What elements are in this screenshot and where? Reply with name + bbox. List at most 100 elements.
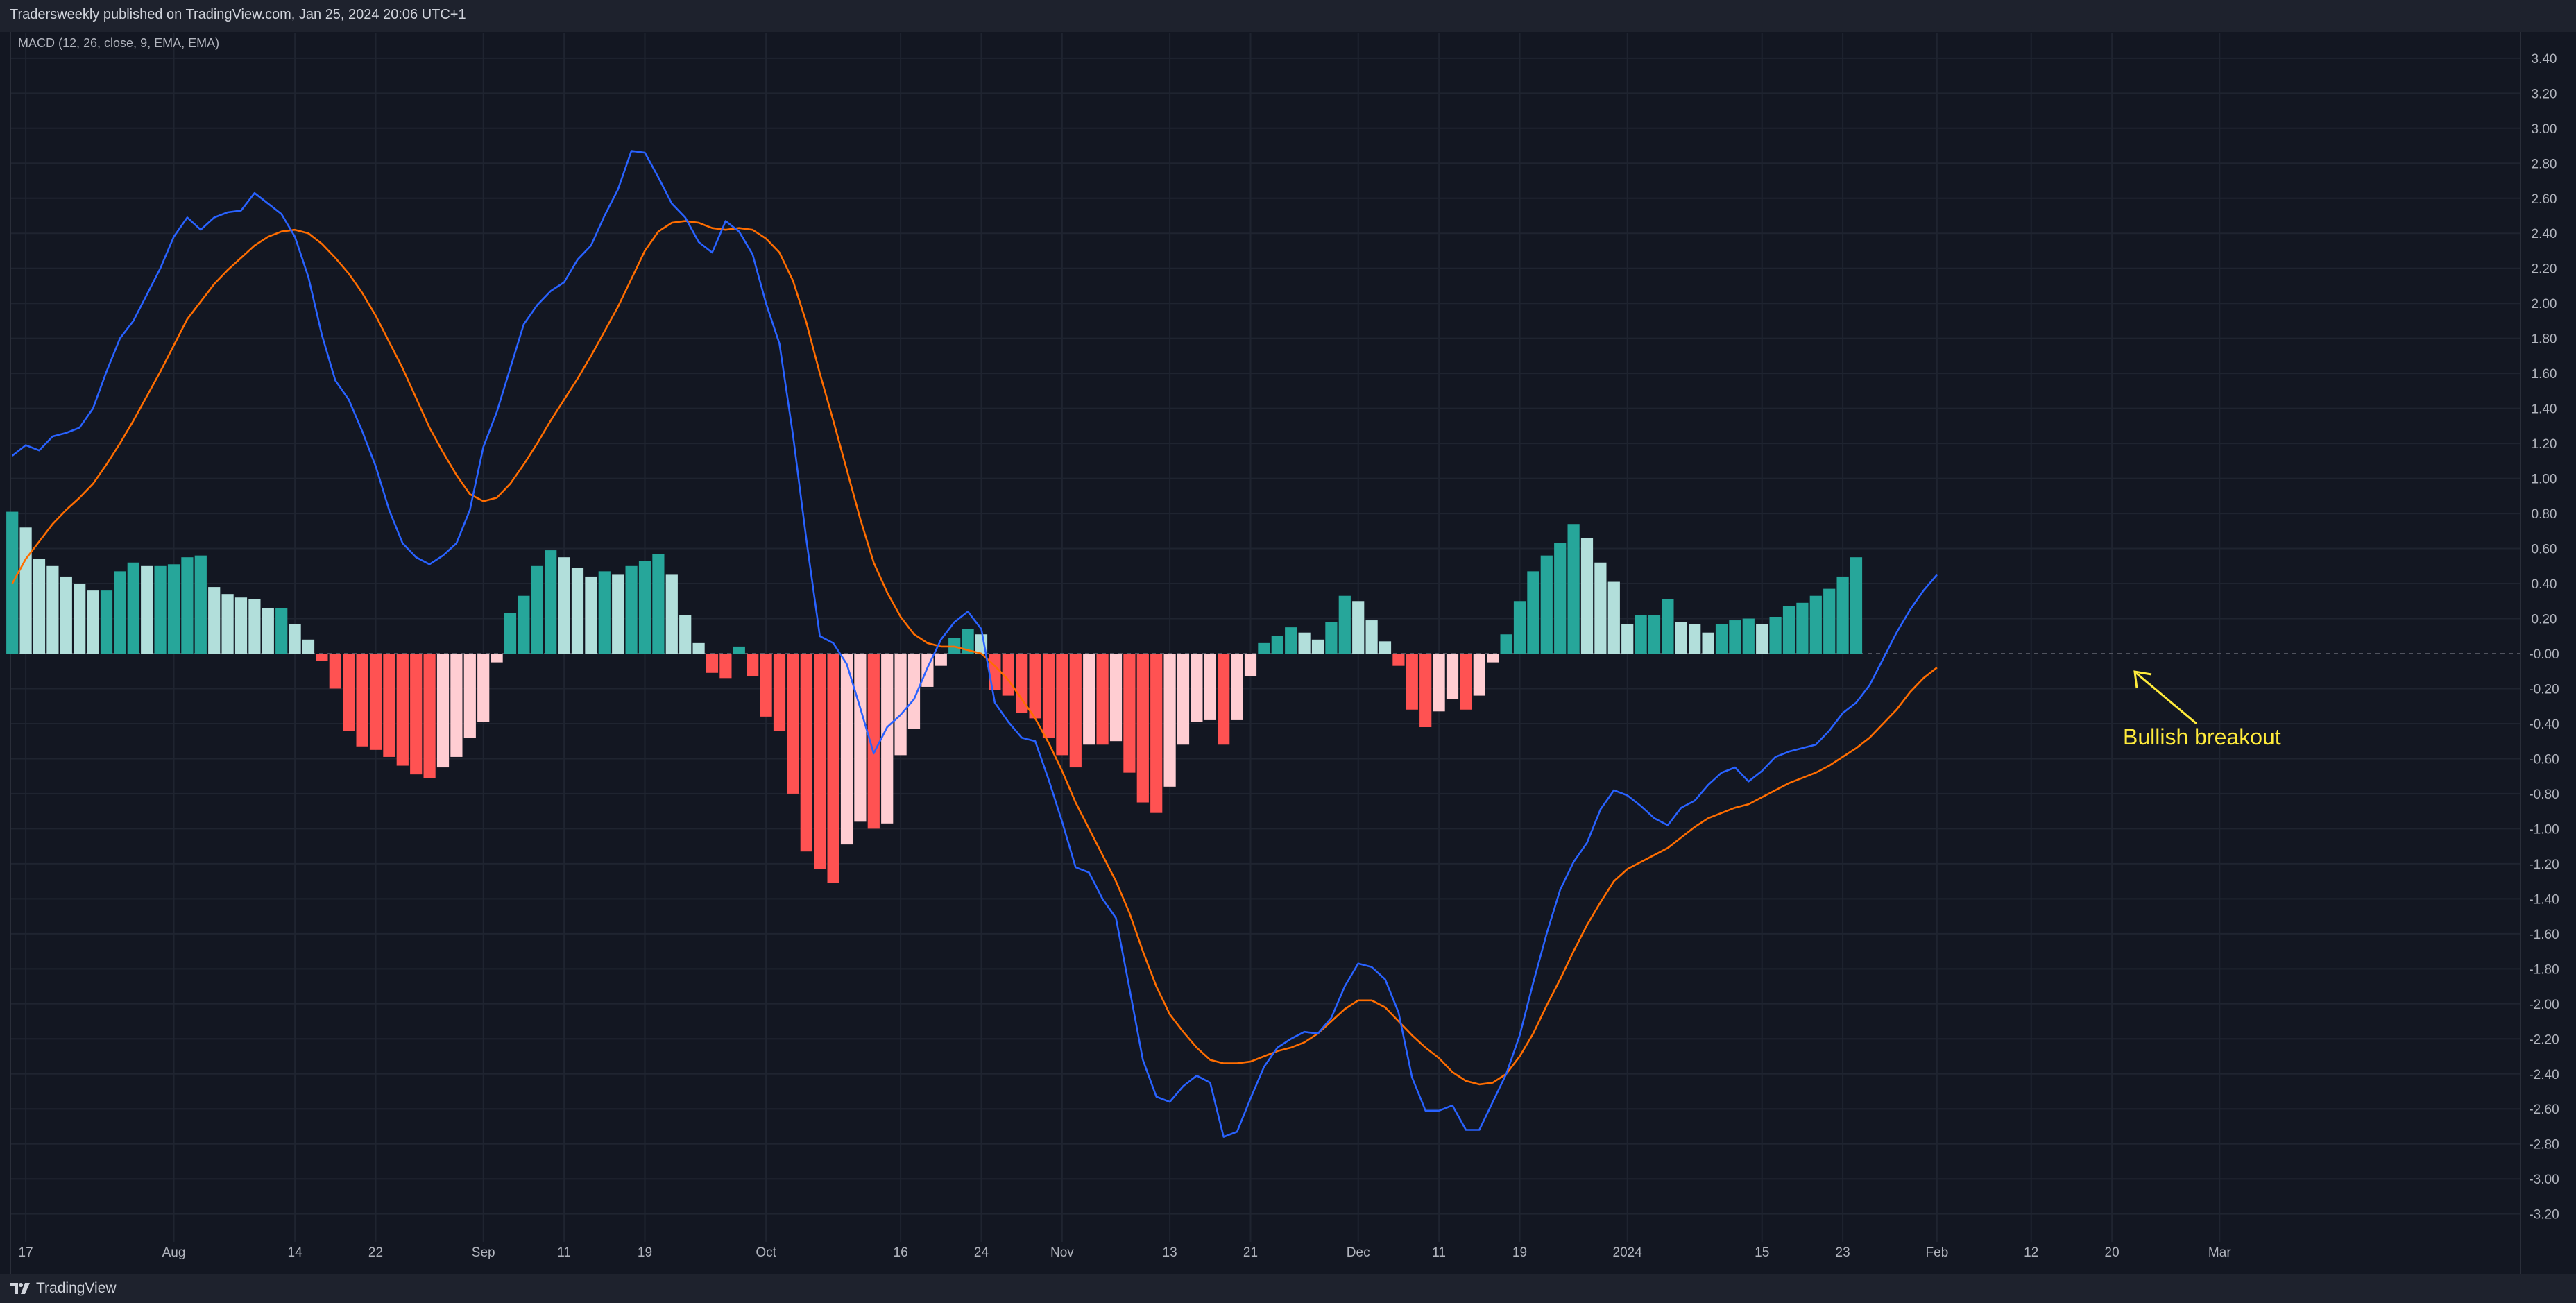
x-tick-label: 14: [288, 1245, 303, 1260]
histogram-bar: [787, 654, 799, 794]
histogram-bar: [1702, 632, 1714, 654]
histogram-bar: [1191, 654, 1203, 722]
histogram-bar: [1056, 654, 1068, 756]
indicator-legend[interactable]: MACD (12, 26, close, 9, EMA, EMA): [18, 36, 220, 50]
histogram-bar: [477, 654, 490, 722]
histogram-bar: [221, 594, 234, 654]
macd-line: [11, 150, 1938, 1138]
histogram-bar: [1392, 654, 1405, 666]
y-tick-label: -0.40: [2529, 717, 2559, 732]
histogram-bar: [1271, 636, 1283, 654]
histogram-bar: [127, 562, 139, 654]
histogram-bar: [1689, 624, 1701, 654]
histogram-bar: [1042, 654, 1055, 738]
histogram-bar: [248, 599, 261, 654]
x-tick-label: Mar: [2208, 1245, 2231, 1260]
histogram-bar: [1258, 642, 1270, 654]
footer-bar: [0, 1274, 2576, 1303]
histogram-bar: [356, 654, 368, 747]
x-tick-label: 2024: [1613, 1245, 1643, 1260]
histogram-bar: [1850, 557, 1863, 654]
x-tick-label: Aug: [162, 1245, 186, 1260]
histogram-bar: [1163, 654, 1176, 787]
histogram-bar: [1729, 620, 1741, 654]
y-tick-label: -1.80: [2529, 962, 2559, 977]
histogram-bar: [612, 574, 624, 654]
y-tick-label: 0.40: [2532, 577, 2557, 592]
y-tick-label: -3.20: [2529, 1208, 2559, 1223]
histogram-bar: [343, 654, 355, 731]
histogram-bar: [558, 557, 570, 654]
histogram-bar: [1809, 595, 1822, 654]
histogram-bar: [962, 629, 974, 654]
histogram-bar: [935, 654, 947, 666]
histogram-bar: [1594, 562, 1607, 654]
y-tick-label: -2.20: [2529, 1032, 2559, 1047]
time-axis[interactable]: 17 Aug 14 22 Sep 11 19 Oct 16 24 Nov 13 21 Dec 11 19 202…: [19, 1245, 2232, 1260]
y-tick-label: -0.20: [2529, 682, 2559, 697]
histogram-bar: [19, 527, 32, 654]
histogram-bar: [1109, 654, 1123, 742]
y-tick-label: -0.00: [2529, 647, 2559, 662]
x-tick-label: 15: [1755, 1245, 1769, 1260]
tradingview-logo[interactable]: TradingView: [10, 1277, 117, 1300]
histogram-bar: [410, 654, 423, 775]
histogram-bar: [262, 608, 274, 654]
histogram-bar: [450, 654, 463, 757]
histogram-bar: [1513, 601, 1526, 654]
histogram-bar: [679, 615, 692, 654]
y-tick-label: 1.00: [2532, 472, 2557, 487]
histogram-bar: [747, 654, 759, 676]
histogram-bar: [1352, 601, 1365, 654]
y-tick-label: 1.60: [2532, 367, 2557, 382]
x-tick-label: 11: [1432, 1245, 1446, 1260]
histogram-bar: [1177, 654, 1190, 745]
histogram-bar: [167, 564, 180, 654]
histogram-bar: [369, 654, 382, 750]
x-tick-label: 17: [19, 1245, 33, 1260]
histogram-bar: [1742, 618, 1755, 654]
y-tick-label: -0.60: [2529, 752, 2559, 767]
histogram-bar: [1365, 620, 1378, 654]
annotation-text[interactable]: Bullish breakout: [2123, 724, 2281, 749]
brand-name: TradingView: [36, 1280, 117, 1296]
histogram-bar: [1580, 538, 1594, 654]
x-tick-label: 13: [1163, 1245, 1177, 1260]
x-tick-label: 19: [638, 1245, 652, 1260]
x-tick-label: Sep: [472, 1245, 495, 1260]
histogram-bar: [33, 559, 46, 654]
histogram-bar: [1567, 524, 1580, 654]
histogram-bar: [719, 654, 732, 679]
histogram-bar: [1069, 654, 1082, 768]
y-tick-label: 0.60: [2532, 543, 2557, 557]
histogram-bar: [1836, 576, 1849, 654]
y-tick-label: 3.00: [2532, 122, 2557, 137]
histogram-bar: [907, 654, 921, 729]
histogram-bar: [1446, 654, 1459, 699]
histogram-bar: [1311, 639, 1324, 654]
histogram-bar: [1635, 615, 1647, 654]
histogram-bar: [396, 654, 409, 766]
price-axis[interactable]: 3.40 3.20 3.00 2.80 2.60 2.40 2.20 2.00 1.80 1.60…: [2529, 52, 2559, 1223]
histogram-bar: [773, 654, 786, 731]
x-tick-label: Feb: [1926, 1245, 1949, 1260]
histogram-bar: [423, 654, 436, 778]
histogram-bar: [867, 654, 880, 829]
y-tick-label: 1.40: [2532, 402, 2557, 417]
x-tick-label: Nov: [1050, 1245, 1074, 1260]
y-tick-label: -2.00: [2529, 998, 2559, 1012]
histogram-bar: [733, 646, 745, 654]
y-tick-label: -2.80: [2529, 1138, 2559, 1152]
histogram-bar: [1218, 654, 1230, 745]
histogram-bar: [1285, 627, 1297, 654]
histogram-bar: [1500, 634, 1512, 654]
histogram-bar: [1433, 654, 1445, 712]
x-tick-label: 23: [1836, 1245, 1850, 1260]
histogram-bar: [74, 584, 86, 654]
histogram-bar: [1204, 654, 1216, 720]
x-tick-label: 11: [557, 1245, 571, 1260]
y-tick-label: 2.80: [2532, 157, 2557, 171]
histogram-bar: [1029, 654, 1041, 719]
